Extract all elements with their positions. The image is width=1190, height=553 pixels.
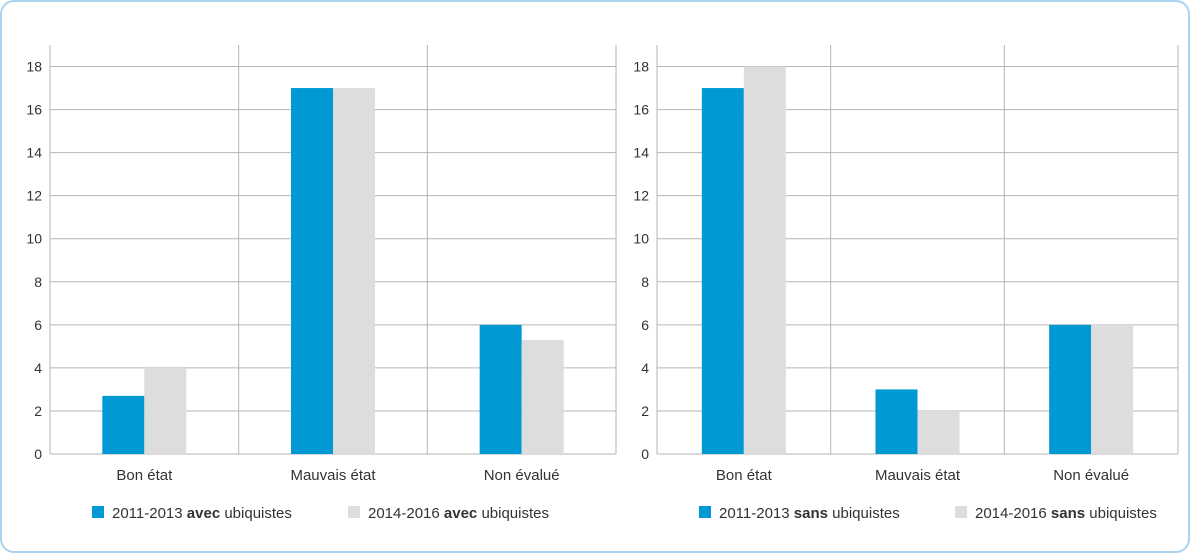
category-label: Bon état <box>116 467 173 484</box>
bar-series-b <box>917 410 960 454</box>
category-label: Mauvais état <box>875 467 961 484</box>
legend-label-part: avec <box>187 505 220 522</box>
y-tick-label: 2 <box>34 403 42 419</box>
bar-series-b <box>1091 324 1134 454</box>
bar-series-a <box>291 88 333 454</box>
y-tick-label: 16 <box>633 102 649 118</box>
y-tick-label: 6 <box>641 317 649 333</box>
y-tick-label: 12 <box>633 188 649 204</box>
y-tick-label: 4 <box>34 360 42 376</box>
legend-label-part: 2014-2016 <box>975 505 1051 522</box>
y-tick-label: 10 <box>633 231 649 247</box>
legend-label-part: ubiquistes <box>477 505 549 522</box>
bar-series-a <box>1049 324 1092 454</box>
legend-label-part: sans <box>794 505 828 522</box>
legend-label: 2014-2016 sans ubiquistes <box>975 505 1157 522</box>
bar-series-a <box>701 88 744 454</box>
y-tick-label: 14 <box>26 145 42 161</box>
category-label: Mauvais état <box>290 467 376 484</box>
bar-series-b <box>743 66 786 455</box>
y-tick-label: 12 <box>26 188 42 204</box>
legend-label-part: 2014-2016 <box>368 505 444 522</box>
legend-swatch <box>348 506 360 518</box>
bar-series-a <box>875 389 918 454</box>
legend-label-part: 2011-2013 <box>719 505 794 522</box>
legend-swatch <box>92 506 104 518</box>
y-tick-label: 18 <box>26 59 42 75</box>
y-tick-label: 18 <box>633 59 649 75</box>
y-tick-label: 16 <box>26 102 42 118</box>
y-tick-label: 8 <box>34 274 42 290</box>
y-tick-label: 0 <box>641 446 649 462</box>
legend-label-part: ubiquistes <box>828 505 900 522</box>
bar-series-a <box>479 324 522 454</box>
y-tick-label: 8 <box>641 274 649 290</box>
category-label: Bon état <box>716 467 773 484</box>
category-label: Non évalué <box>484 467 560 484</box>
legend-label-part: 2011-2013 <box>112 505 187 522</box>
legend-label: 2014-2016 avec ubiquistes <box>368 505 549 522</box>
y-tick-label: 2 <box>641 403 649 419</box>
legend-swatch <box>699 506 711 518</box>
bar-series-b <box>333 88 375 454</box>
y-tick-label: 4 <box>641 360 649 376</box>
legend-label: 2011-2013 sans ubiquistes <box>719 505 900 522</box>
legend-swatch <box>955 506 967 518</box>
legend-label-part: ubiquistes <box>1085 505 1157 522</box>
bar-series-b <box>521 339 564 454</box>
legend-label-part: avec <box>444 505 477 522</box>
y-tick-label: 14 <box>633 145 649 161</box>
legend-label: 2011-2013 avec ubiquistes <box>112 505 292 522</box>
y-tick-label: 10 <box>26 231 42 247</box>
legend-label-part: ubiquistes <box>220 505 292 522</box>
y-tick-label: 6 <box>34 317 42 333</box>
legend-label-part: sans <box>1051 505 1085 522</box>
bar-series-b <box>144 367 187 454</box>
category-label: Non évalué <box>1053 467 1129 484</box>
bar-series-a <box>102 395 145 454</box>
y-tick-label: 0 <box>34 446 42 462</box>
